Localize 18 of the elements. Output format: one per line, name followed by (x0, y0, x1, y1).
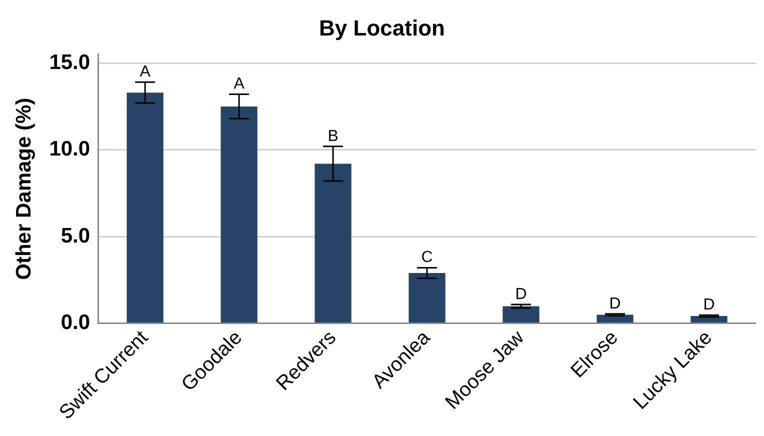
y-tick-label: 0.0 (60, 311, 90, 334)
bar (502, 306, 540, 323)
bar (126, 92, 164, 323)
annotation: A (234, 76, 245, 93)
bar (408, 272, 446, 323)
bar (220, 106, 258, 323)
annotation: B (328, 128, 338, 145)
annotation: C (421, 249, 433, 266)
annotation: D (703, 296, 715, 314)
y-axis-title: Other Damage (%) (12, 98, 36, 280)
y-tick-label: 10.0 (49, 138, 90, 161)
annotation: A (140, 64, 151, 81)
y-tick-label: 5.0 (60, 224, 90, 248)
y-tick-label: 15.0 (49, 50, 90, 74)
annotation: D (515, 286, 527, 303)
bar (314, 164, 352, 323)
annotation: D (609, 295, 621, 312)
chart-title: By Location (319, 15, 445, 40)
